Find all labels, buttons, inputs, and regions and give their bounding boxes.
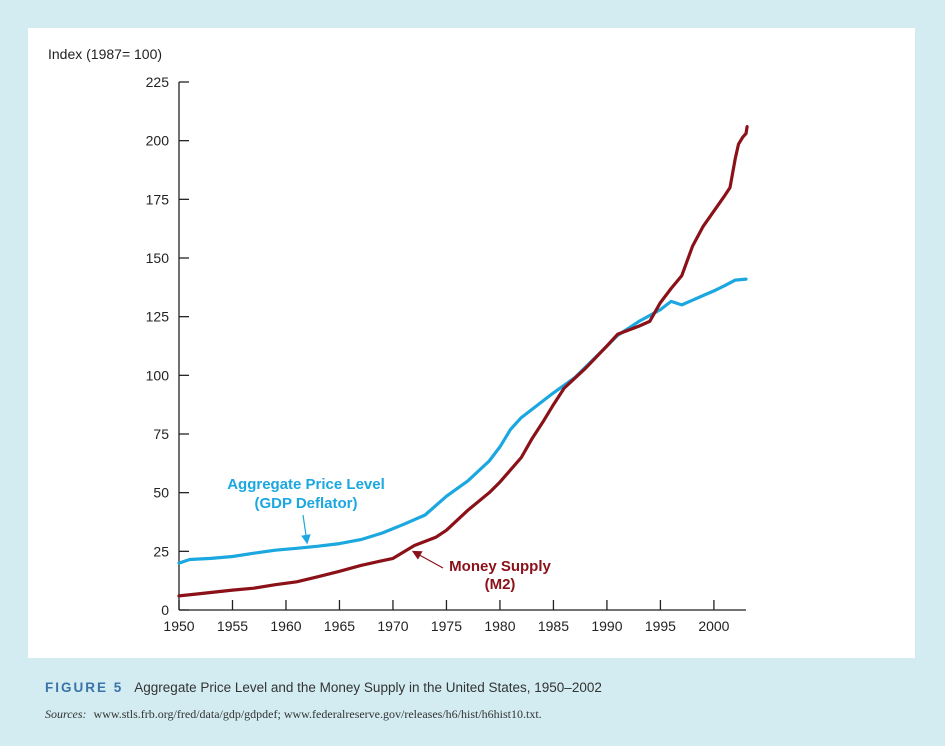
price-level-line (177, 277, 748, 565)
figure-number: FIGURE 5 (45, 680, 124, 695)
y-tick-label: 100 (146, 367, 170, 383)
x-tick-label: 1985 (538, 618, 569, 634)
x-tick-label: 2000 (698, 618, 729, 634)
figure-caption: FIGURE 5 Aggregate Price Level and the M… (45, 680, 602, 695)
money-supply-label: Money Supply (M2) (449, 558, 551, 593)
price-level-label-line: (GDP Deflator) (254, 495, 357, 512)
figure-title: Aggregate Price Level and the Money Supp… (134, 680, 602, 695)
x-tick-label: 1950 (163, 618, 194, 634)
chart-panel: Index (1987= 100) 0 25 50 75 100 125 150 175 200… (28, 28, 915, 658)
series-labels: Aggregate Price Level (GDP Deflator) Money… (227, 476, 551, 593)
money-supply-label-line: Money Supply (449, 558, 551, 575)
x-tick-label: 1970 (377, 618, 408, 634)
x-tick-label: 1995 (645, 618, 676, 634)
x-tick-label: 1965 (324, 618, 355, 634)
money-supply-arrow (411, 550, 444, 569)
y-axis-title: Index (1987= 100) (48, 46, 162, 62)
money-supply-line (177, 125, 749, 598)
y-tick-label: 25 (153, 543, 169, 559)
axes: 0 25 50 75 100 125 150 175 200 225 1950 1955 1960 196… (146, 74, 746, 634)
series-layer (177, 125, 749, 598)
sources-label: Sources: (45, 707, 87, 721)
price-level-label: Aggregate Price Level (GDP Deflator) (227, 476, 385, 512)
y-tick-label: 175 (146, 191, 170, 207)
sources-text: www.stls.frb.org/fred/data/gdp/gdpdef; w… (93, 707, 542, 721)
figure-sources: Sources: www.stls.frb.org/fred/data/gdp/… (45, 707, 542, 722)
line-chart: Index (1987= 100) 0 25 50 75 100 125 150 175 200… (48, 46, 749, 634)
x-tick-label: 1990 (591, 618, 622, 634)
y-tick-label: 225 (146, 74, 170, 90)
money-supply-label-line: (M2) (485, 576, 516, 593)
y-tick-label: 125 (146, 309, 170, 325)
price-level-arrow (301, 514, 311, 545)
x-tick-label: 1980 (484, 618, 515, 634)
price-level-label-line: Aggregate Price Level (227, 476, 385, 493)
y-tick-label: 75 (153, 426, 169, 442)
x-tick-label: 1960 (270, 618, 301, 634)
y-tick-label: 0 (161, 602, 169, 618)
x-tick-label: 1975 (431, 618, 462, 634)
x-tick-label: 1955 (217, 618, 248, 634)
y-tick-label: 50 (153, 485, 169, 501)
y-tick-label: 200 (146, 133, 170, 149)
y-tick-label: 150 (146, 250, 170, 266)
